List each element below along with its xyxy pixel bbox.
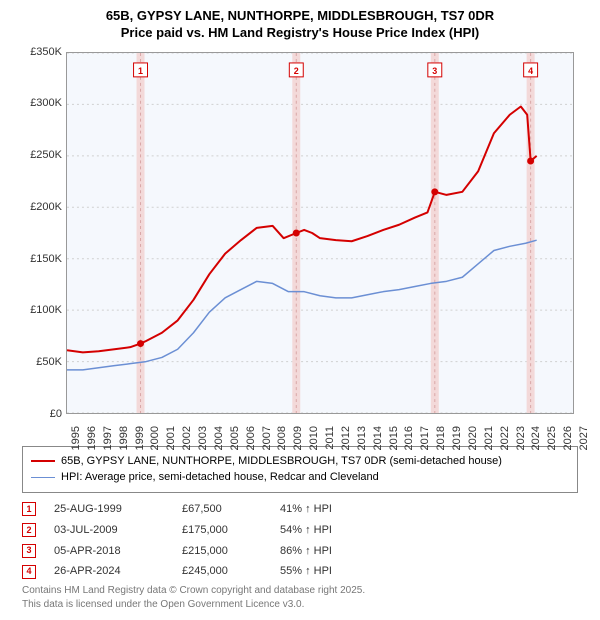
chart-container: 65B, GYPSY LANE, NUNTHORPE, MIDDLESBROUG…: [0, 0, 600, 617]
y-tick-label: £50K: [36, 356, 62, 368]
x-tick-label: 2002: [181, 426, 193, 450]
legend-item: HPI: Average price, semi-detached house,…: [31, 469, 569, 486]
y-tick-label: £200K: [30, 201, 62, 213]
x-tick-label: 1997: [102, 426, 114, 450]
footnote-line1: Contains HM Land Registry data © Crown c…: [22, 584, 578, 598]
sale-date: 26-APR-2024: [54, 561, 164, 582]
x-tick-label: 2021: [483, 426, 495, 450]
x-tick-label: 2005: [229, 426, 241, 450]
x-tick-label: 2011: [324, 426, 336, 450]
sale-price: £215,000: [182, 541, 262, 562]
sale-row: 3 05-APR-2018 £215,000 86% ↑ HPI: [22, 541, 578, 562]
x-tick-label: 1999: [134, 426, 146, 450]
sale-price: £175,000: [182, 520, 262, 541]
sale-marker-box: 1: [22, 502, 36, 516]
legend-item: 65B, GYPSY LANE, NUNTHORPE, MIDDLESBROUG…: [31, 453, 569, 470]
footnote: Contains HM Land Registry data © Crown c…: [22, 584, 578, 611]
x-tick-label: 2015: [388, 426, 400, 450]
x-tick-label: 2008: [276, 426, 288, 450]
x-tick-label: 2001: [165, 426, 177, 450]
sale-marker-box: 4: [22, 565, 36, 579]
legend-swatch: [31, 477, 55, 478]
svg-text:3: 3: [432, 66, 437, 76]
x-tick-label: 2025: [546, 426, 558, 450]
y-tick-label: £250K: [30, 149, 62, 161]
x-tick-label: 2003: [197, 426, 209, 450]
x-tick-label: 2012: [340, 426, 352, 450]
sale-row: 1 25-AUG-1999 £67,500 41% ↑ HPI: [22, 499, 578, 520]
sale-date: 25-AUG-1999: [54, 499, 164, 520]
sale-marker-box: 2: [22, 523, 36, 537]
title-subtitle: Price paid vs. HM Land Registry's House …: [12, 25, 588, 42]
plot-inner: 1 2 3 4: [66, 52, 574, 414]
x-tick-label: 2010: [308, 426, 320, 450]
sale-delta: 54% ↑ HPI: [280, 520, 332, 541]
x-tick-label: 2006: [245, 426, 257, 450]
line-chart-svg: 1 2 3 4: [67, 53, 573, 413]
sale-delta: 86% ↑ HPI: [280, 541, 332, 562]
x-tick-label: 2013: [356, 426, 368, 450]
sale-delta: 55% ↑ HPI: [280, 561, 332, 582]
sale-row: 2 03-JUL-2009 £175,000 54% ↑ HPI: [22, 520, 578, 541]
sale-price: £245,000: [182, 561, 262, 582]
x-tick-label: 2022: [499, 426, 511, 450]
sale-row: 4 26-APR-2024 £245,000 55% ↑ HPI: [22, 561, 578, 582]
footnote-line2: This data is licensed under the Open Gov…: [22, 598, 578, 612]
plot-area: £0£50K£100K£150K£200K£250K£300K£350K 199…: [20, 48, 580, 438]
y-tick-label: £150K: [30, 253, 62, 265]
x-tick-label: 2019: [451, 426, 463, 450]
x-tick-label: 2004: [213, 426, 225, 450]
sale-date: 03-JUL-2009: [54, 520, 164, 541]
x-tick-label: 2026: [562, 426, 574, 450]
svg-text:2: 2: [294, 66, 299, 76]
sale-marker-box: 3: [22, 544, 36, 558]
legend-label: HPI: Average price, semi-detached house,…: [61, 469, 379, 486]
x-tick-label: 2027: [578, 426, 590, 450]
y-tick-label: £0: [50, 408, 62, 420]
x-tick-label: 2016: [403, 426, 415, 450]
sale-date: 05-APR-2018: [54, 541, 164, 562]
sales-table: 1 25-AUG-1999 £67,500 41% ↑ HPI 2 03-JUL-2009…: [22, 499, 578, 583]
title-address: 65B, GYPSY LANE, NUNTHORPE, MIDDLESBROUG…: [12, 8, 588, 25]
x-tick-label: 2000: [149, 426, 161, 450]
svg-text:1: 1: [138, 66, 143, 76]
legend-swatch: [31, 460, 55, 462]
y-tick-label: £350K: [30, 46, 62, 58]
x-tick-label: 1998: [118, 426, 130, 450]
svg-text:4: 4: [528, 66, 533, 76]
x-tick-label: 2007: [261, 426, 273, 450]
x-tick-label: 1996: [86, 426, 98, 450]
y-tick-label: £300K: [30, 97, 62, 109]
x-tick-label: 2014: [372, 426, 384, 450]
legend-label: 65B, GYPSY LANE, NUNTHORPE, MIDDLESBROUG…: [61, 453, 502, 470]
y-tick-label: £100K: [30, 304, 62, 316]
x-tick-label: 2017: [419, 426, 431, 450]
legend: 65B, GYPSY LANE, NUNTHORPE, MIDDLESBROUG…: [22, 446, 578, 493]
chart-title: 65B, GYPSY LANE, NUNTHORPE, MIDDLESBROUG…: [12, 8, 588, 42]
x-tick-label: 2024: [530, 426, 542, 450]
sale-delta: 41% ↑ HPI: [280, 499, 332, 520]
x-tick-label: 2009: [292, 426, 304, 450]
x-tick-label: 1995: [70, 426, 82, 450]
x-tick-label: 2023: [515, 426, 527, 450]
x-tick-label: 2020: [467, 426, 479, 450]
sale-price: £67,500: [182, 499, 262, 520]
x-tick-label: 2018: [435, 426, 447, 450]
